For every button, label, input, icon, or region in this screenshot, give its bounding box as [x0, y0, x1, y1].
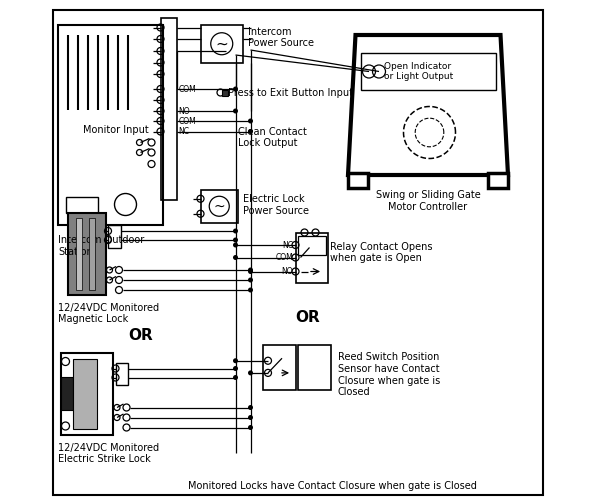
Circle shape: [233, 108, 238, 114]
Circle shape: [233, 358, 238, 363]
Bar: [488, 172, 508, 188]
Text: OR: OR: [128, 328, 153, 342]
Text: Relay Contact Opens
when gate is Open: Relay Contact Opens when gate is Open: [331, 242, 433, 264]
Bar: [61, 377, 73, 410]
Text: Electric Lock
Power Source: Electric Lock Power Source: [243, 194, 309, 216]
Text: Reed Switch Position
Sensor have Contact
Closure when gate is
Closed: Reed Switch Position Sensor have Contact…: [338, 352, 440, 398]
Bar: [68, 212, 105, 295]
Polygon shape: [348, 35, 508, 175]
Bar: [160, 18, 176, 200]
Text: Monitor Input: Monitor Input: [83, 125, 149, 135]
Text: Clean Contact
Lock Output: Clean Contact Lock Output: [238, 126, 307, 148]
Bar: [108, 225, 120, 248]
Text: COM: COM: [275, 253, 293, 262]
Bar: [298, 236, 325, 255]
Circle shape: [233, 366, 238, 371]
Circle shape: [248, 118, 253, 124]
Circle shape: [233, 86, 238, 92]
Bar: [200, 190, 238, 222]
Circle shape: [248, 129, 253, 134]
Circle shape: [233, 375, 238, 380]
Bar: [58, 25, 163, 225]
Circle shape: [248, 269, 253, 274]
Text: Monitored Locks have Contact Closure when gate is Closed: Monitored Locks have Contact Closure whe…: [188, 481, 477, 491]
Bar: [361, 52, 495, 90]
Circle shape: [233, 242, 238, 248]
Circle shape: [233, 228, 238, 234]
Bar: [348, 172, 368, 188]
Text: 12/24VDC Monitored
Electric Strike Lock: 12/24VDC Monitored Electric Strike Lock: [58, 442, 159, 464]
Text: ~: ~: [215, 36, 228, 52]
Bar: [263, 345, 296, 390]
Text: COM: COM: [178, 116, 196, 126]
Text: OR: OR: [296, 310, 321, 325]
Bar: [296, 232, 328, 282]
Circle shape: [233, 255, 238, 260]
Text: ~: ~: [213, 199, 225, 213]
Text: Open Indicator
or Light Output: Open Indicator or Light Output: [384, 62, 453, 81]
Text: NC: NC: [282, 240, 293, 250]
Bar: [116, 362, 128, 385]
Circle shape: [248, 425, 253, 430]
Text: Press to Exit Button Input: Press to Exit Button Input: [228, 88, 353, 98]
Circle shape: [248, 268, 253, 272]
Text: 12/24VDC Monitored
Magnetic Lock: 12/24VDC Monitored Magnetic Lock: [58, 302, 159, 324]
Text: Swing or Sliding Gate
Motor Controller: Swing or Sliding Gate Motor Controller: [375, 190, 480, 212]
Text: Intercom Outdoor
Station: Intercom Outdoor Station: [58, 235, 144, 256]
Circle shape: [248, 415, 253, 420]
Text: NO: NO: [178, 106, 190, 116]
Bar: [89, 218, 95, 290]
Bar: [200, 25, 243, 62]
Bar: [298, 345, 331, 390]
Bar: [76, 218, 82, 290]
Bar: [73, 358, 97, 429]
Text: COM: COM: [178, 84, 196, 94]
Text: NC: NC: [178, 127, 190, 136]
Bar: [66, 196, 98, 212]
Circle shape: [248, 278, 253, 282]
Circle shape: [248, 288, 253, 292]
Text: NO: NO: [281, 267, 293, 276]
Circle shape: [248, 405, 253, 410]
Bar: [222, 90, 228, 96]
Text: Intercom
Power Source: Intercom Power Source: [248, 26, 314, 48]
Circle shape: [248, 370, 253, 376]
Circle shape: [233, 238, 238, 242]
Bar: [61, 352, 113, 435]
